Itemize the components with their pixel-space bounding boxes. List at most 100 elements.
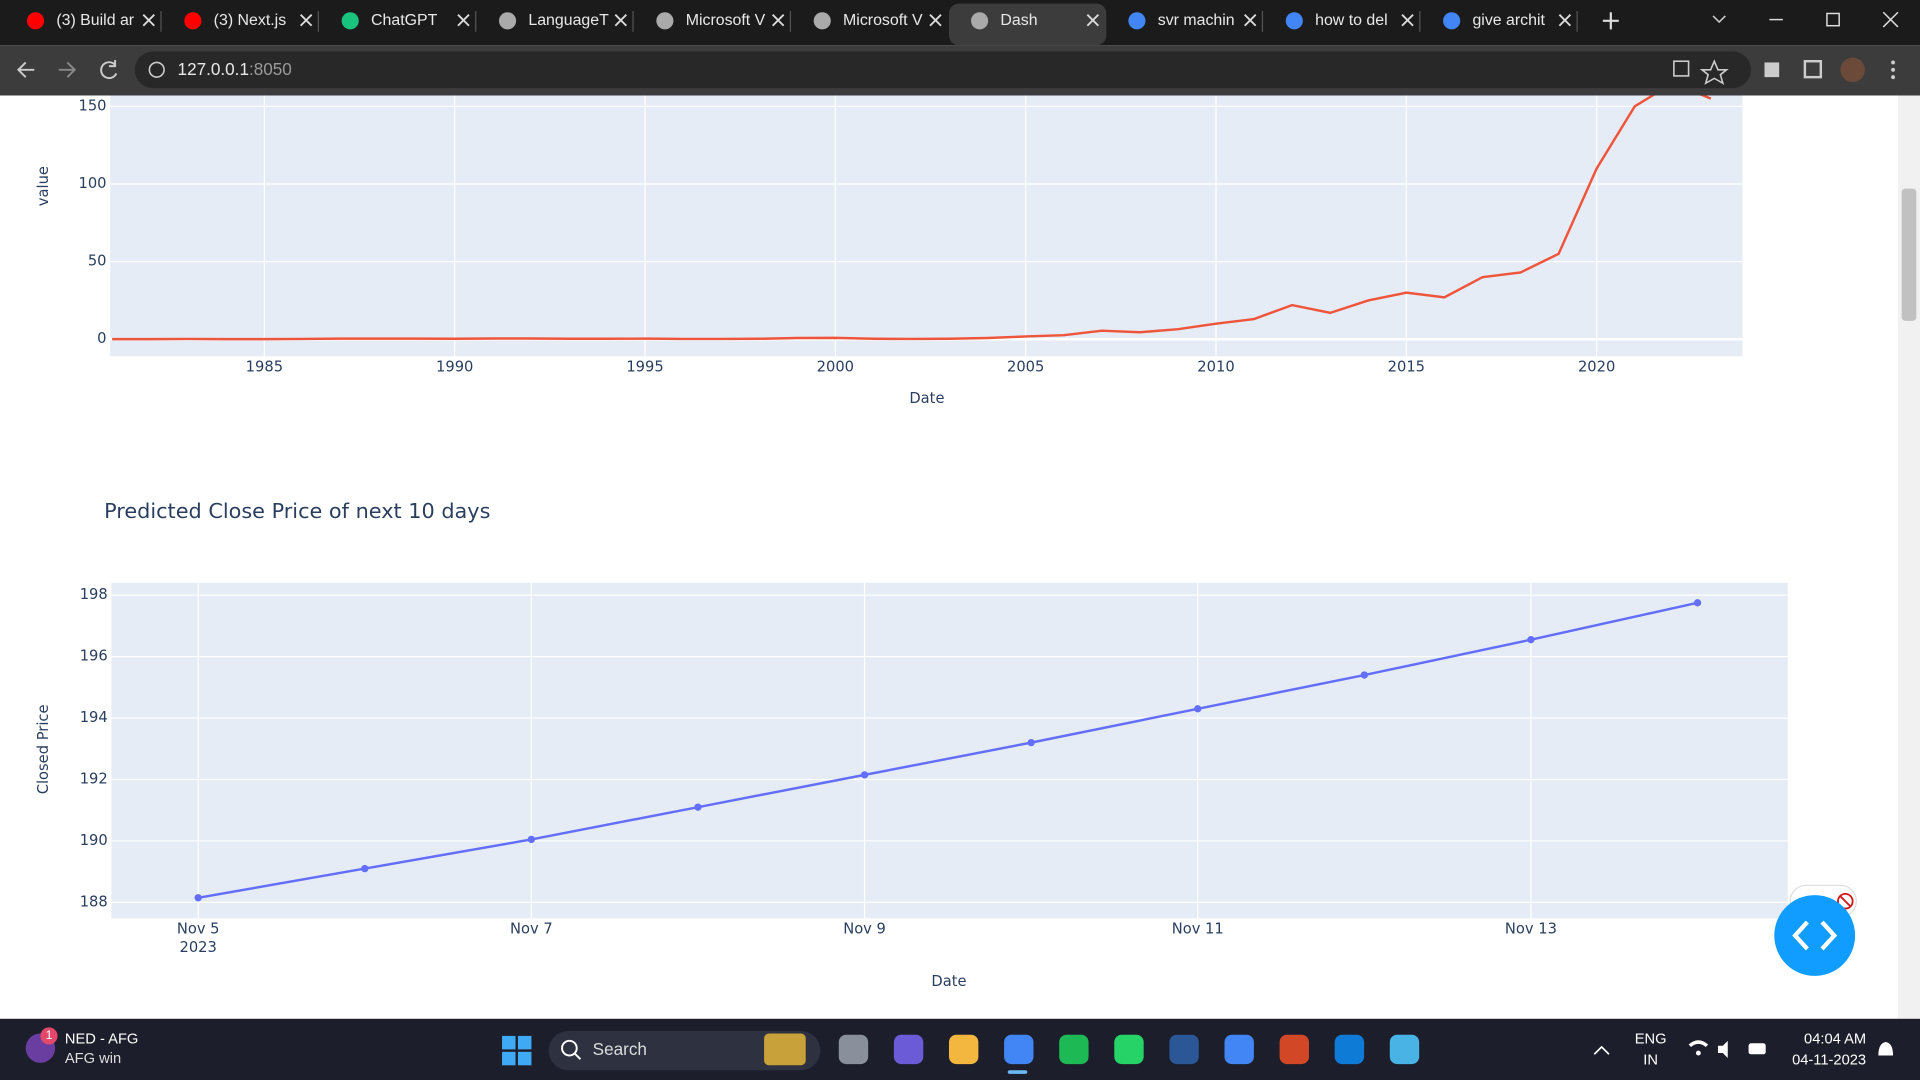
tab-close[interactable] — [457, 14, 470, 27]
x-tick-label: Nov 11 — [1172, 920, 1224, 937]
taskbar-app[interactable] — [893, 1034, 924, 1065]
tray-icons[interactable] — [1688, 1040, 1766, 1058]
taskbar-app[interactable] — [1334, 1034, 1365, 1065]
back-button[interactable] — [16, 61, 35, 78]
taskbar-app[interactable] — [948, 1034, 979, 1065]
address-bar[interactable] — [134, 51, 1752, 89]
tab-close[interactable] — [1401, 14, 1414, 27]
data-point — [694, 803, 702, 811]
tab-close[interactable] — [142, 14, 155, 27]
series-line — [112, 95, 1712, 341]
taskbar-app[interactable] — [838, 1034, 869, 1065]
tab-close[interactable] — [614, 14, 627, 27]
x-axis-title: Date — [909, 390, 944, 407]
taskbar-app[interactable] — [1224, 1034, 1254, 1065]
charts: 0 50 100 150 1985 1990 1995 2000 2005 2010 2015 202… — [35, 95, 1788, 990]
close-window-button[interactable] — [1882, 11, 1899, 28]
profile-avatar[interactable] — [1840, 57, 1865, 83]
tab[interactable]: (3) Build ar — [26, 11, 162, 32]
tab-title: svr machin — [1158, 12, 1235, 29]
x-tick-label: 2000 — [817, 358, 854, 375]
weather-badge-count: 1 — [46, 1028, 53, 1042]
tab-search[interactable] — [1712, 15, 1726, 24]
start-button[interactable] — [502, 1035, 532, 1066]
tab-favicon — [341, 12, 359, 30]
tab[interactable]: Microsoft V — [813, 12, 942, 30]
url-host: 127.0.0.1 — [178, 58, 249, 78]
tab-close[interactable] — [1086, 14, 1100, 27]
language[interactable]: ENG — [1635, 1031, 1667, 1047]
tab[interactable]: Dash — [948, 3, 1107, 46]
data-point — [1527, 636, 1535, 644]
debug-toggle-icon — [1792, 920, 1838, 951]
site-info-icon[interactable] — [148, 61, 165, 78]
extensions-button[interactable] — [1764, 62, 1780, 78]
plot-area — [111, 582, 1788, 919]
reload-button[interactable] — [100, 60, 118, 80]
taskbar-app[interactable] — [1169, 1034, 1199, 1065]
x-tick-label: 2020 — [1578, 358, 1615, 375]
tab-title: LanguageT — [528, 12, 609, 29]
tab[interactable]: Microsoft V — [656, 11, 792, 32]
tab-close[interactable] — [772, 14, 785, 27]
weather-title: NED - AFG — [65, 1031, 138, 1047]
tab-favicon — [184, 12, 202, 30]
url-port: :8050 — [249, 58, 292, 78]
bookmark-star[interactable] — [1699, 59, 1729, 85]
scrollbar-thumb[interactable] — [1901, 188, 1917, 321]
debug-toggle[interactable] — [1774, 895, 1856, 976]
tab[interactable]: LanguageT — [498, 11, 634, 32]
share-button[interactable] — [1673, 60, 1690, 77]
x-tick-label: 1995 — [626, 358, 663, 375]
y-tick-label: 50 — [88, 253, 107, 270]
tab-favicon — [498, 12, 517, 30]
data-point — [1693, 599, 1702, 607]
restore-button[interactable] — [1826, 12, 1840, 27]
forward-button[interactable] — [58, 61, 77, 78]
x-tick-label: Nov 5 2023 — [177, 920, 220, 955]
chart: 0 50 100 150 1985 1990 1995 2000 2005 2010 2015 202… — [35, 95, 1743, 407]
y-tick-label: 100 — [78, 175, 106, 192]
taskbar-app[interactable] — [1004, 1034, 1034, 1065]
tab-title: Microsoft V — [686, 12, 766, 29]
tab[interactable]: give archit — [1443, 11, 1578, 32]
tab-favicon — [656, 12, 674, 30]
scrollbar[interactable] — [1897, 95, 1920, 1019]
tab-title: Dash — [1000, 12, 1037, 29]
y-axis-title: value — [35, 166, 52, 206]
blocked-icon — [1837, 892, 1854, 910]
new-tab-button[interactable] — [1602, 12, 1619, 30]
tab-close[interactable] — [929, 14, 942, 27]
tab-title: (3) Build ar — [56, 12, 134, 29]
tab-close[interactable] — [1558, 14, 1572, 27]
taskbar-app[interactable] — [1059, 1034, 1089, 1065]
data-point — [194, 894, 202, 902]
y-tick-label: 188 — [80, 893, 108, 910]
taskbar-app[interactable] — [1279, 1034, 1309, 1065]
y-tick-label: 196 — [80, 648, 108, 665]
menu-button[interactable] — [1891, 60, 1896, 80]
data-point — [527, 835, 536, 844]
region[interactable]: IN — [1643, 1052, 1658, 1068]
tab[interactable]: (3) Next.js — [184, 11, 319, 32]
clock-time[interactable]: 04:04 AM — [1804, 1031, 1866, 1047]
taskbar-app[interactable] — [1114, 1034, 1144, 1065]
tab-favicon — [1443, 12, 1461, 30]
clock-date[interactable]: 04-11-2023 — [1792, 1052, 1866, 1068]
tab[interactable]: svr machin — [1128, 11, 1264, 32]
y-tick-label: 192 — [80, 770, 108, 787]
blocked-icon-line — [1839, 895, 1851, 907]
side-panel-button[interactable] — [1803, 60, 1823, 79]
data-point — [1360, 671, 1369, 679]
tab[interactable]: ChatGPT — [341, 11, 477, 32]
tab[interactable]: how to del — [1285, 11, 1421, 32]
search-box[interactable] — [548, 1031, 821, 1071]
taskbar-app[interactable] — [1389, 1034, 1420, 1065]
notification-bell[interactable] — [1878, 1042, 1894, 1056]
tray-overflow[interactable] — [1593, 1045, 1610, 1055]
url: 127.0.0.1:8050 — [178, 58, 292, 78]
search-icon-handle — [573, 1052, 582, 1060]
tab-close[interactable] — [1244, 14, 1257, 27]
tab-close[interactable] — [299, 14, 313, 27]
